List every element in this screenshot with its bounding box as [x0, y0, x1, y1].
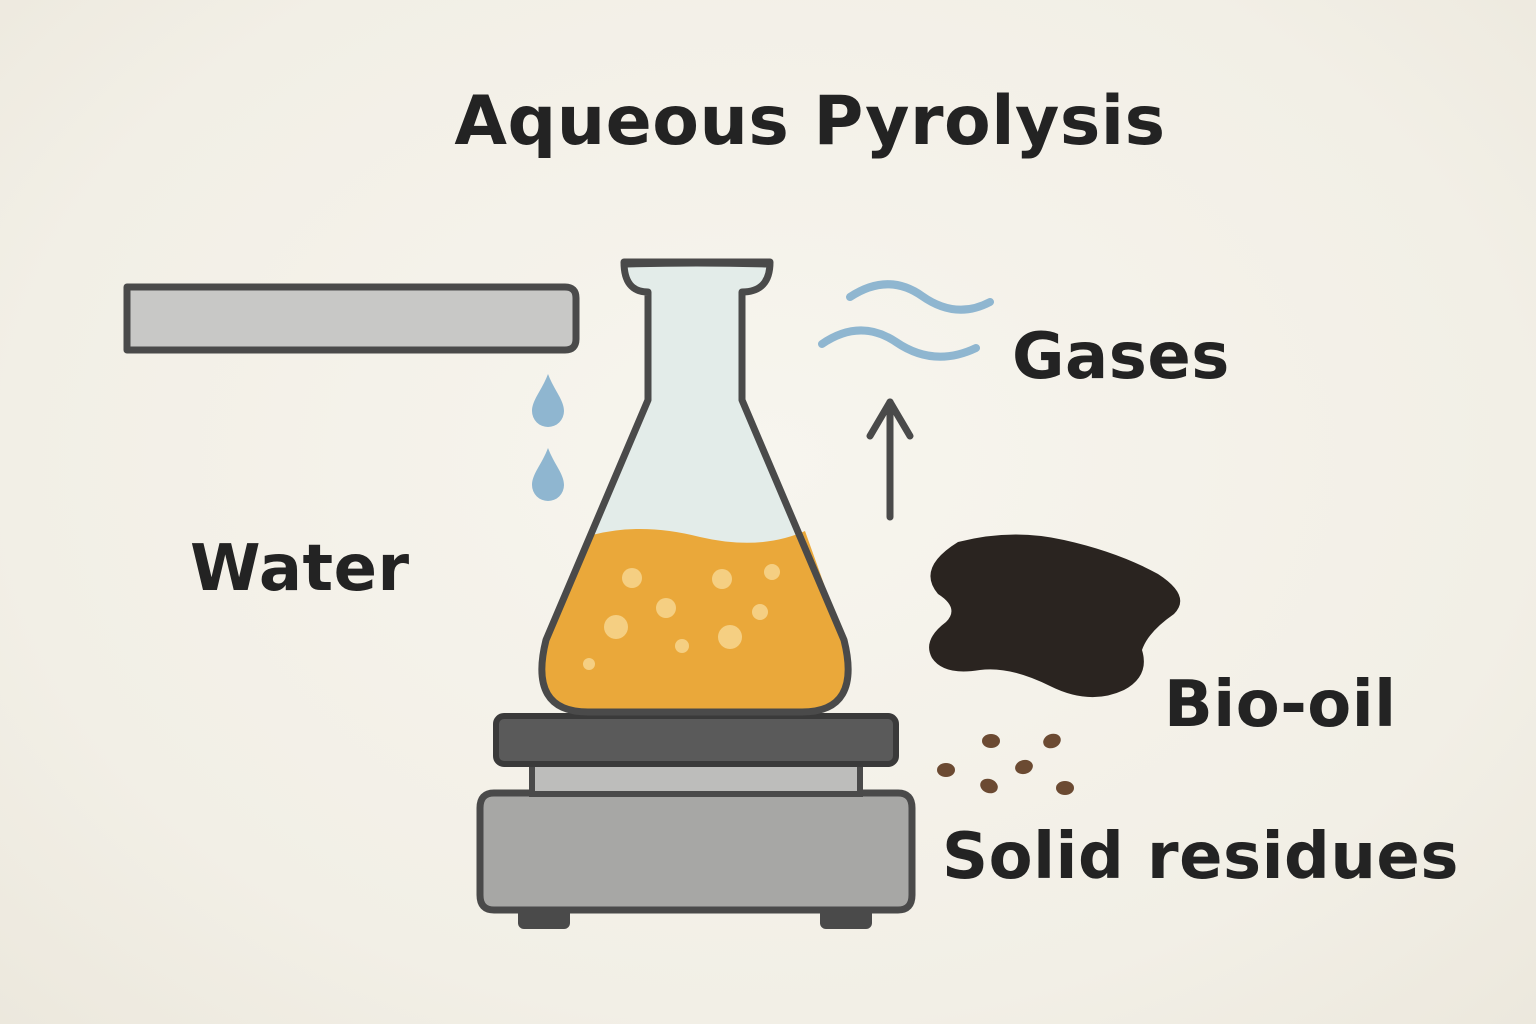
bubbles — [583, 564, 780, 670]
gases-label: Gases — [1012, 320, 1230, 394]
water-label: Water — [190, 532, 410, 606]
erlenmeyer-flask-icon — [538, 258, 852, 716]
water-pipe-icon — [123, 283, 580, 354]
water-drop-icon — [532, 448, 564, 501]
hot-plate-icon — [476, 713, 916, 929]
solid-particle-icon — [937, 733, 1074, 795]
up-arrow-icon — [866, 398, 914, 521]
bio-oil-label: Bio-oil — [1164, 668, 1397, 742]
diagram-title: Aqueous Pyrolysis — [454, 82, 1166, 161]
bio-oil-blob-icon — [929, 534, 1181, 698]
water-drop-icon — [532, 374, 564, 427]
gas-wave-icon — [818, 280, 994, 361]
solid-residues-label: Solid residues — [942, 820, 1459, 894]
